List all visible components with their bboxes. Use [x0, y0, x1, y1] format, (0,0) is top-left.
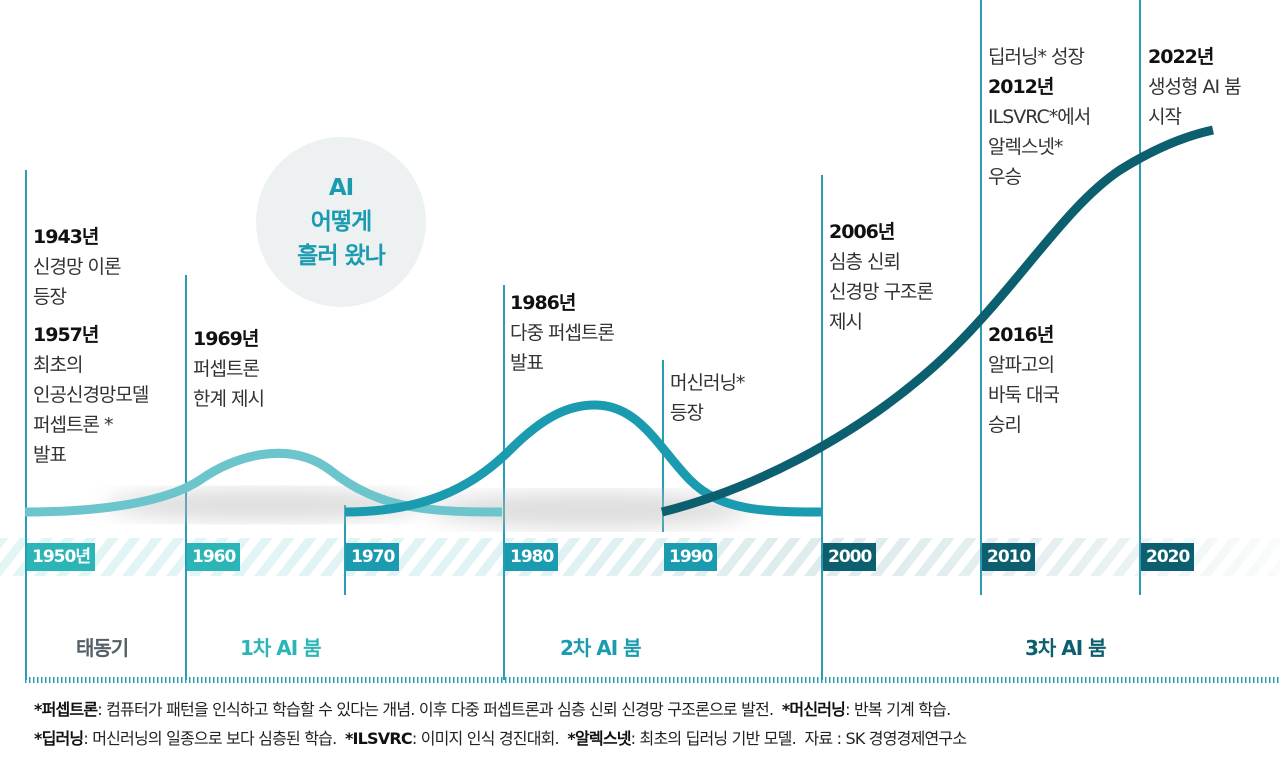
- event-text: 퍼셉트론 *: [33, 414, 113, 436]
- event-text: 머신러닝*: [670, 372, 745, 394]
- event-year: 1957년: [33, 324, 99, 346]
- event-2016: 2016년 알파고의 바둑 대국 승리: [988, 320, 1060, 440]
- event-1969: 1969년 퍼셉트론 한계 제시: [193, 324, 265, 414]
- era-dawn: 태동기: [76, 636, 129, 660]
- event-text: 등장: [670, 402, 704, 424]
- decade-label-1990: 1990: [664, 543, 718, 571]
- event-machine-learning: 머신러닝* 등장: [670, 368, 745, 428]
- event-year: 2006년: [829, 221, 895, 243]
- title-line-2: 어떻게: [310, 209, 372, 235]
- footnote-line-1: *퍼셉트론: 컴퓨터가 패턴을 인식하고 학습할 수 있다는 개념. 이후 다중…: [34, 696, 951, 720]
- era-second-boom: 2차 AI 붐: [560, 636, 642, 660]
- curve-third-boom: [660, 125, 1214, 517]
- event-text: 심층 신뢰: [829, 251, 901, 273]
- event-text: ILSVRC*에서: [988, 106, 1091, 128]
- event-text: 퍼셉트론: [193, 358, 260, 380]
- event-text: 최초의: [33, 354, 83, 376]
- footnote-term: *퍼셉트론: [34, 700, 98, 719]
- event-2006: 2006년 심층 신뢰 신경망 구조론 제시: [829, 217, 934, 337]
- event-text: 딥러닝* 성장: [988, 46, 1085, 68]
- footnote-term: *머신러닝: [781, 700, 846, 719]
- event-text: 발표: [33, 444, 67, 466]
- footnote-desc: : 최초의 딥러닝 기반 모델.: [630, 729, 805, 748]
- footnote-term: *ILSVRC: [344, 729, 413, 748]
- decade-label-1980: 1980: [505, 543, 559, 571]
- decade-label-1950: 1950년: [27, 543, 95, 571]
- decade-label-2010: 2010: [982, 543, 1036, 571]
- title-line-3: 흘러 왔나: [297, 243, 386, 269]
- guide-line-2000: [821, 175, 823, 680]
- event-year: 1943년: [33, 226, 99, 248]
- event-text: 알파고의: [988, 354, 1055, 376]
- event-text: 승리: [988, 414, 1022, 436]
- event-text: 알렉스넷*: [988, 136, 1063, 158]
- guide-line-2020: [1139, 0, 1141, 595]
- event-text: 시작: [1148, 106, 1182, 128]
- event-year: 2012년: [988, 76, 1054, 98]
- footnote-term: *알렉스넷: [567, 729, 631, 748]
- source-credit: 자료 : SK 경영경제연구소: [804, 729, 967, 748]
- decade-label-1960: 1960: [187, 543, 241, 571]
- event-text: 다중 퍼셉트론: [510, 322, 615, 344]
- footnote-desc: : 머신러닝의 일종으로 보다 심층된 학습.: [83, 729, 345, 748]
- footnote-desc: : 이미지 인식 경진대회.: [411, 729, 568, 748]
- event-year: 2022년: [1148, 46, 1214, 68]
- event-text: 등장: [33, 286, 67, 308]
- decade-label-2020: 2020: [1141, 543, 1195, 571]
- title-line-1: AI: [328, 175, 354, 201]
- event-text: 신경망 이론: [33, 256, 121, 278]
- guide-line-1960: [185, 275, 187, 680]
- event-text: 발표: [510, 352, 544, 374]
- footnote-desc: : 컴퓨터가 패턴을 인식하고 학습할 수 있다는 개념. 이후 다중 퍼셉트론…: [97, 700, 782, 719]
- event-text: 한계 제시: [193, 388, 265, 410]
- decade-label-2000: 2000: [823, 543, 877, 571]
- event-text: 신경망 구조론: [829, 281, 934, 303]
- event-year: 1986년: [510, 292, 576, 314]
- event-text: 제시: [829, 311, 863, 333]
- event-2012: 딥러닝* 성장 2012년 ILSVRC*에서 알렉스넷* 우승: [988, 42, 1091, 192]
- event-year: 2016년: [988, 324, 1054, 346]
- event-1986: 1986년 다중 퍼셉트론 발표: [510, 288, 615, 378]
- footnote-desc: : 반복 기계 학습.: [845, 700, 951, 719]
- event-year: 1969년: [193, 328, 259, 350]
- curve-second-boom: [344, 400, 823, 517]
- event-1957: 1957년 최초의 인공신경망모델 퍼셉트론 * 발표: [33, 320, 149, 470]
- event-2022: 2022년 생성형 AI 붐 시작: [1148, 42, 1242, 132]
- guide-line-2010: [980, 0, 982, 595]
- event-text: 인공신경망모델: [33, 384, 149, 406]
- guide-line-1940s: [25, 170, 27, 680]
- guide-line-1980: [503, 285, 505, 680]
- era-first-boom: 1차 AI 붐: [240, 636, 322, 660]
- title-circle: AI 어떻게 흘러 왔나: [256, 137, 426, 307]
- event-text: 바둑 대국: [988, 384, 1060, 406]
- era-third-boom: 3차 AI 붐: [1025, 636, 1107, 660]
- footnote-line-2: *딥러닝: 머신러닝의 일종으로 보다 심층된 학습. *ILSVRC: 이미지…: [34, 725, 967, 749]
- footnote-term: *딥러닝: [34, 729, 84, 748]
- event-text: 우승: [988, 166, 1022, 188]
- event-1943: 1943년 신경망 이론 등장: [33, 222, 121, 312]
- shadow: [430, 492, 750, 528]
- event-text: 생성형 AI 붐: [1148, 76, 1242, 98]
- decade-label-1970: 1970: [346, 543, 400, 571]
